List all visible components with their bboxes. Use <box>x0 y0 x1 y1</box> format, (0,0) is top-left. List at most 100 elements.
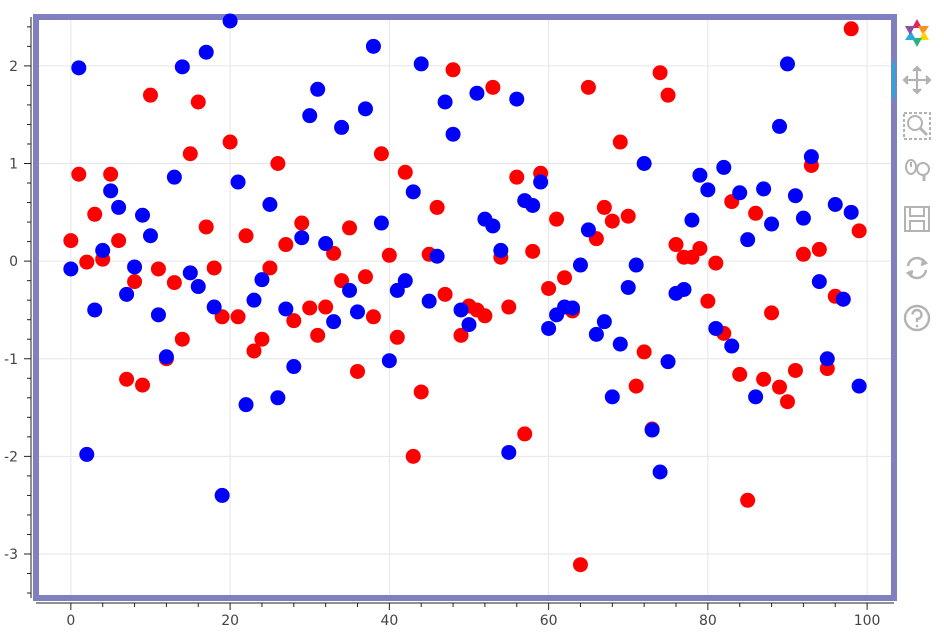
point-series-0-37 <box>357 269 373 285</box>
point-series-1-60 <box>541 320 557 336</box>
x-axis-ticks: 0 20 40 60 80 100 <box>66 603 880 629</box>
point-series-0-40 <box>381 247 397 263</box>
point-series-0-92 <box>795 246 811 262</box>
point-series-0-47 <box>437 286 453 302</box>
point-series-1-73 <box>644 422 660 438</box>
x-tick-label-0: 0 <box>66 613 75 629</box>
point-series-1-49 <box>453 302 469 318</box>
point-series-1-66 <box>588 326 604 342</box>
point-series-0-85 <box>740 492 756 508</box>
point-series-0-16 <box>190 94 206 110</box>
point-series-0-55 <box>501 299 517 315</box>
help-icon[interactable] <box>900 301 934 335</box>
point-series-1-47 <box>437 94 453 110</box>
pan-icon[interactable] <box>900 63 934 97</box>
point-series-1-71 <box>628 257 644 273</box>
point-series-1-51 <box>469 85 485 101</box>
reset-icon[interactable] <box>900 251 934 285</box>
point-series-0-43 <box>405 448 421 464</box>
point-series-1-36 <box>350 304 366 320</box>
point-series-1-88 <box>764 216 780 232</box>
point-series-1-20 <box>222 13 238 29</box>
point-series-1-25 <box>262 197 278 213</box>
point-series-0-9 <box>135 377 151 393</box>
point-series-1-87 <box>756 181 772 197</box>
point-series-0-86 <box>748 205 764 221</box>
point-series-0-21 <box>230 309 246 325</box>
point-series-0-31 <box>310 327 326 343</box>
point-series-0-13 <box>166 275 182 291</box>
point-series-1-39 <box>373 215 389 231</box>
point-series-1-21 <box>230 174 246 190</box>
point-series-1-46 <box>429 248 445 264</box>
point-series-1-86 <box>748 389 764 405</box>
point-series-0-69 <box>612 134 628 150</box>
toolbar <box>892 14 940 344</box>
point-series-1-14 <box>174 59 190 75</box>
point-series-1-81 <box>708 320 724 336</box>
point-series-0-10 <box>142 87 158 103</box>
bokeh-logo-icon[interactable] <box>900 16 934 50</box>
point-series-1-79 <box>692 167 708 183</box>
point-series-1-42 <box>397 273 413 289</box>
point-series-0-36 <box>350 363 366 379</box>
point-series-1-95 <box>819 351 835 367</box>
point-series-1-2 <box>79 446 95 462</box>
point-series-0-60 <box>541 280 557 296</box>
point-series-1-30 <box>302 108 318 124</box>
point-series-0-23 <box>246 343 262 359</box>
point-series-1-75 <box>660 354 676 370</box>
point-series-1-92 <box>795 210 811 226</box>
point-series-0-42 <box>397 164 413 180</box>
x-tick-label-4: 80 <box>699 613 717 629</box>
point-series-0-87 <box>756 371 772 387</box>
point-series-1-13 <box>166 169 182 185</box>
point-series-1-45 <box>421 293 437 309</box>
y-tick-label-5: 2 <box>9 59 18 75</box>
x-tick-label-2: 40 <box>380 613 398 629</box>
wheel-zoom-icon[interactable] <box>900 155 934 189</box>
point-series-0-98 <box>843 21 859 37</box>
point-series-0-11 <box>150 261 166 277</box>
point-series-1-94 <box>811 274 827 290</box>
point-series-1-67 <box>596 314 612 330</box>
point-series-0-27 <box>278 237 294 253</box>
active-tool-indicator <box>892 62 895 98</box>
point-series-0-15 <box>182 146 198 162</box>
y-tick-label-2: -1 <box>4 352 18 368</box>
data-points <box>63 13 867 573</box>
save-icon[interactable] <box>900 202 934 236</box>
point-series-1-90 <box>779 56 795 72</box>
point-series-1-8 <box>127 259 143 275</box>
point-series-1-48 <box>445 126 461 142</box>
box-zoom-icon[interactable] <box>900 109 934 143</box>
point-series-0-64 <box>572 557 588 573</box>
x-tick-label-5: 100 <box>854 613 881 629</box>
point-series-1-0 <box>63 261 79 277</box>
point-series-1-77 <box>676 281 692 297</box>
point-series-1-58 <box>525 197 541 213</box>
point-series-1-37 <box>357 101 373 117</box>
point-series-0-81 <box>708 255 724 271</box>
point-series-0-7 <box>119 371 135 387</box>
point-series-0-72 <box>636 344 652 360</box>
point-series-0-29 <box>294 215 310 231</box>
point-series-1-99 <box>851 378 867 394</box>
point-series-1-89 <box>772 118 788 134</box>
point-series-0-70 <box>620 208 636 224</box>
point-series-1-27 <box>278 301 294 317</box>
point-series-1-6 <box>111 199 127 215</box>
point-series-0-26 <box>270 156 286 172</box>
point-series-1-74 <box>652 464 668 480</box>
point-series-0-44 <box>413 384 429 400</box>
point-series-1-97 <box>835 291 851 307</box>
point-series-0-17 <box>198 219 214 235</box>
point-series-1-4 <box>95 242 111 258</box>
point-series-0-62 <box>557 270 573 286</box>
point-series-1-24 <box>254 272 270 288</box>
point-series-0-1 <box>71 166 87 182</box>
point-series-1-83 <box>724 338 740 354</box>
point-series-1-53 <box>485 218 501 234</box>
point-series-1-56 <box>509 91 525 107</box>
point-series-0-76 <box>668 237 684 253</box>
